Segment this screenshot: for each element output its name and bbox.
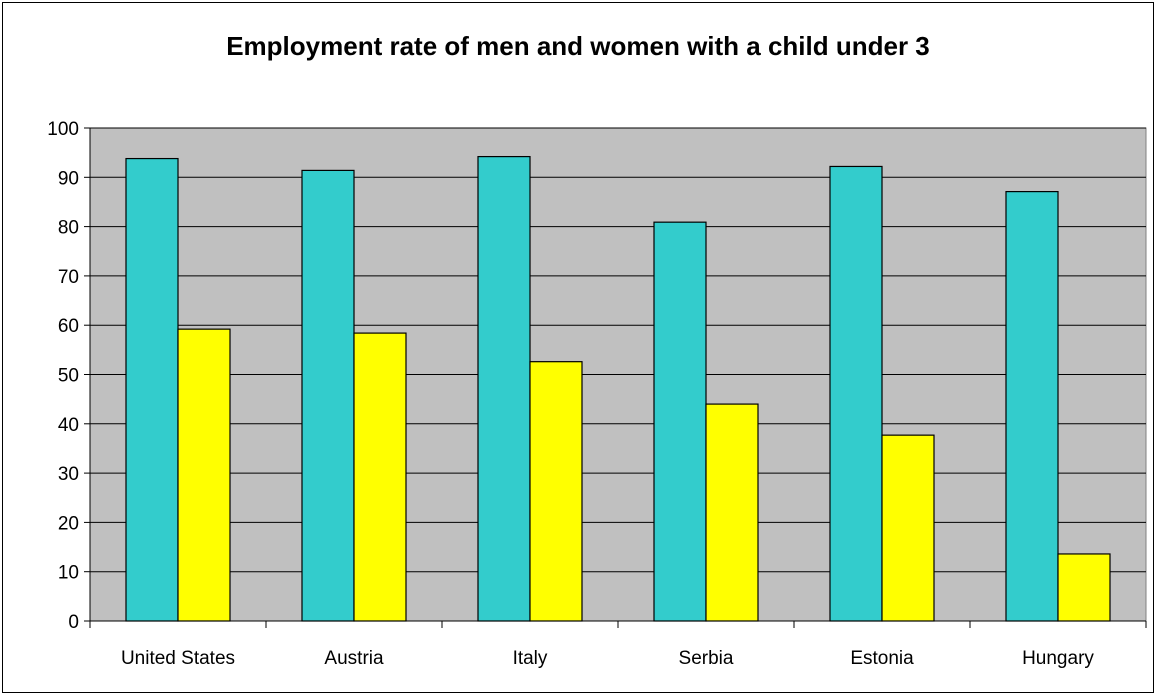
y-tick-label: 100 [47,119,79,140]
bar-series-1 [1005,190,1059,622]
x-tick-label: Hungary [1022,648,1094,669]
x-tick-label: Italy [513,648,548,669]
y-tick-label: 10 [58,563,79,584]
bar-series-2 [353,332,407,622]
bar-series-2 [705,403,759,622]
bar-series-1 [477,155,531,622]
x-tick-label: Serbia [679,648,734,669]
y-tick-label: 30 [58,464,79,485]
bar-series-1 [653,221,707,622]
chart-title: Employment rate of men and women with a … [226,31,930,61]
bar-series-2 [177,328,231,622]
y-tick-label: 90 [58,168,79,189]
y-tick-label: 0 [68,612,79,633]
y-tick-label: 40 [58,415,79,436]
y-tick-label: 20 [58,513,79,534]
y-tick-label: 60 [58,316,79,337]
bar-series-1 [301,169,355,622]
bar-series-1 [125,157,179,622]
bars [125,155,1111,622]
x-tick-label: Austria [324,648,384,669]
bar-series-1 [829,165,883,622]
y-tick-label: 70 [58,267,79,288]
bar-series-2 [1057,553,1111,622]
x-tick-label: Estonia [850,648,914,669]
x-tick-label: United States [121,648,235,669]
bar-series-2 [881,434,935,622]
bar-series-2 [529,361,583,622]
y-axis-ticks: 0 10 20 30 40 50 60 70 80 90 100 [47,119,90,633]
y-tick-label: 80 [58,218,79,239]
y-tick-label: 50 [58,366,79,387]
grid-lines [90,127,1146,573]
x-axis-ticks: United States Austria Italy Serbia Estonia Hu… [89,621,1147,669]
